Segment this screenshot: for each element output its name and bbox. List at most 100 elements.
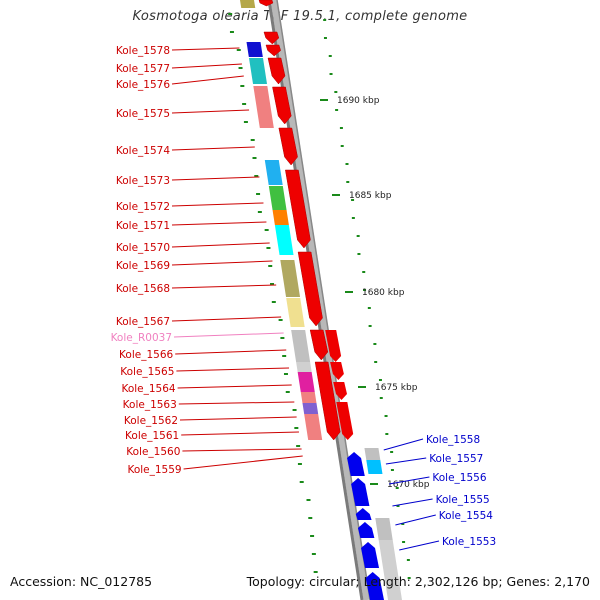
leader-line xyxy=(171,146,255,151)
reverse-gene xyxy=(361,542,380,568)
gene-label: Kole_1557 xyxy=(429,453,483,465)
leader-line xyxy=(388,476,430,485)
gene-label: Kole_1568 xyxy=(116,283,170,295)
reverse-gene xyxy=(351,478,370,506)
forward-gene xyxy=(325,330,342,362)
cog-block xyxy=(302,403,319,414)
accession-label: Accession: NC_012785 xyxy=(10,574,153,589)
tick-label: 1675 kbp xyxy=(375,383,418,393)
forward-gene xyxy=(297,251,323,327)
cog-block xyxy=(300,392,317,403)
reverse-gene xyxy=(355,508,372,520)
forward-gene xyxy=(333,382,347,400)
cog-block xyxy=(378,540,402,600)
gene-label: Kole_1556 xyxy=(432,472,486,484)
cog-block xyxy=(304,414,323,440)
gene-label: Kole_1554 xyxy=(439,510,493,522)
gene-label: Kole_1574 xyxy=(116,145,170,157)
tick-label: 1685 kbp xyxy=(349,191,392,201)
leader-line xyxy=(171,109,250,114)
gene-label: Kole_1555 xyxy=(436,494,490,506)
forward-gene xyxy=(336,402,354,440)
genome-summary: Topology: circular; Length: 2,302,126 bp… xyxy=(246,574,590,589)
backbone-shadow xyxy=(270,0,371,600)
cog-block xyxy=(366,460,383,474)
forward-gene xyxy=(309,329,329,361)
leader-line xyxy=(171,47,240,51)
leader-line xyxy=(171,63,242,69)
gene-label: Kole_1560 xyxy=(126,446,180,458)
genome-title: Kosmotoga olearia TBF 19.5.1, complete g… xyxy=(132,9,468,24)
forward-gene xyxy=(267,57,286,85)
cog-block xyxy=(240,0,256,8)
gene-label: Kole_1571 xyxy=(116,220,170,232)
cog-block xyxy=(274,225,294,255)
gene-label: Kole_1559 xyxy=(127,464,181,476)
leader-line xyxy=(171,75,244,85)
cog-block xyxy=(246,42,263,57)
gene-label: Kole_1578 xyxy=(116,45,170,57)
gene-label: Kole_1566 xyxy=(119,349,173,361)
cog-block xyxy=(296,362,312,372)
tick-label: 1680 kbp xyxy=(362,288,405,298)
cog-block xyxy=(297,372,315,392)
forward-gene xyxy=(258,0,274,7)
leader-line xyxy=(179,416,297,421)
cog-block xyxy=(248,58,268,84)
leader-line xyxy=(181,431,299,436)
leader-line xyxy=(171,242,270,248)
leader-line xyxy=(171,284,277,289)
tick-label: 1690 kbp xyxy=(337,96,380,106)
gene-label: Kole_1564 xyxy=(121,383,175,395)
forward-gene xyxy=(285,169,311,249)
cog-block xyxy=(253,86,274,128)
leader-line xyxy=(399,540,440,551)
leader-line xyxy=(182,448,302,452)
leader-line xyxy=(173,332,284,338)
cog-block xyxy=(364,448,381,460)
cog-block xyxy=(280,260,301,297)
gene-label: Kole_1553 xyxy=(442,536,496,548)
leader-line xyxy=(171,202,264,207)
leader-line xyxy=(171,221,267,226)
forward-gene xyxy=(330,362,344,380)
leader-line xyxy=(177,384,292,389)
gene-label: Kole_1558 xyxy=(426,434,480,446)
gene-label: Kole_1577 xyxy=(116,63,170,75)
cog-block xyxy=(291,330,311,362)
leader-line xyxy=(171,260,273,266)
tick-label: 1670 kbp xyxy=(387,480,430,490)
gene-label: Kole_1565 xyxy=(120,366,174,378)
forward-gene xyxy=(314,361,341,441)
gene-label: Kole_1573 xyxy=(116,175,170,187)
leader-line xyxy=(171,176,260,181)
cog-block xyxy=(286,298,305,327)
reverse-gene xyxy=(365,572,384,600)
leader-line xyxy=(385,457,427,465)
gene-label: Kole_1570 xyxy=(116,242,170,254)
gene-label: Kole_R0037 xyxy=(111,332,172,344)
leader-line xyxy=(171,316,282,322)
forward-gene xyxy=(265,44,281,57)
gene-label: Kole_1569 xyxy=(116,260,170,272)
leader-line xyxy=(183,455,303,470)
cog-block xyxy=(375,518,393,540)
cog-block xyxy=(264,160,283,185)
leader-line xyxy=(395,514,436,526)
gene-label: Kole_1561 xyxy=(125,430,179,442)
gene-label: Kole_1576 xyxy=(116,79,170,91)
reverse-gene xyxy=(347,452,365,476)
reverse-gene xyxy=(357,522,375,538)
leader-line xyxy=(392,498,433,507)
gene-label: Kole_1567 xyxy=(116,316,170,328)
gene-label: Kole_1572 xyxy=(116,201,170,213)
forward-gene xyxy=(263,31,280,45)
leader-line xyxy=(175,349,287,355)
forward-gene xyxy=(272,86,292,125)
leader-line xyxy=(178,401,295,405)
cog-block xyxy=(272,210,289,225)
leader-line xyxy=(383,438,424,451)
gene-label: Kole_1562 xyxy=(124,415,178,427)
